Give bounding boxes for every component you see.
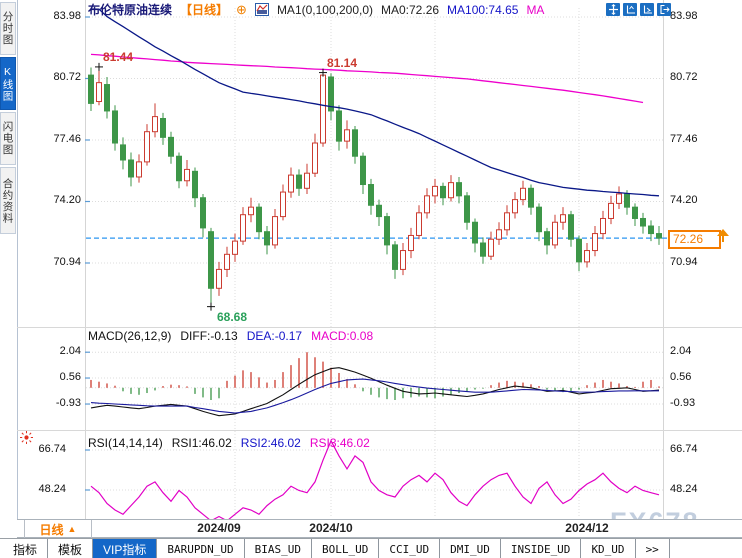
- period-arrow-icon: ▲: [67, 524, 77, 534]
- x-axis-date: 2024/10: [309, 521, 353, 535]
- left-sidebar: 分时图 K线图闪电图合约资料: [0, 0, 18, 540]
- x-axis-date: 2024/09: [197, 521, 241, 535]
- rsi-header: RSI(14,14,14) RSI1:46.02 RSI2:46.02 RSI3…: [88, 436, 370, 450]
- y-tick-right: 2.04: [670, 345, 692, 358]
- add-overlay-icon[interactable]: ⊕: [236, 2, 247, 17]
- ma0-value: MA0:72.26: [381, 2, 440, 17]
- tab-[interactable]: >>: [636, 539, 670, 558]
- price-annotation: 81.44: [103, 49, 134, 64]
- axis-zoom-out-icon[interactable]: [640, 3, 654, 16]
- rsi3-value: RSI3:46.02: [309, 436, 370, 450]
- price-annotation: 68.68: [217, 309, 248, 324]
- macd-rsi-divider[interactable]: [17, 430, 742, 431]
- sidebar-item-3[interactable]: 合约资料: [0, 167, 16, 234]
- symbol-name: 布伦特原油连续: [88, 3, 173, 17]
- macd-diff-value: DIFF:-0.13: [180, 329, 238, 343]
- y-tick-right: 66.74: [670, 443, 698, 455]
- rsi-title[interactable]: RSI(14,14,14): [88, 436, 163, 450]
- last-price-tag: 72.26: [668, 230, 721, 249]
- period-selector[interactable]: 日线 ▲: [24, 520, 92, 538]
- macd-macd-value: MACD:0.08: [311, 329, 374, 343]
- date-axis-row: 日线 ▲: [17, 519, 742, 538]
- tab-cci_ud[interactable]: CCI_UD: [379, 539, 441, 558]
- price-annotation: 81.14: [327, 55, 358, 70]
- y-tick-right: 0.56: [670, 371, 692, 384]
- y-tick-right: 80.72: [670, 71, 698, 84]
- tab-dmi_ud[interactable]: DMI_UD: [440, 539, 501, 558]
- alert-sun-icon[interactable]: [19, 430, 34, 450]
- sidebar-item-1[interactable]: K线图: [0, 57, 16, 110]
- tab-[interactable]: 模板: [48, 539, 94, 558]
- macd-title[interactable]: MACD(26,12,9): [88, 329, 172, 343]
- rsi1-value: RSI1:46.02: [171, 436, 232, 450]
- rsi2-value: RSI2:46.02: [240, 436, 301, 450]
- indicator-tabbar: 指标 模板 VIP指标 BARUPDN_UD BIAS_UD BOLL_UD CCI_UD D…: [0, 538, 742, 558]
- sidebar-item-2[interactable]: 闪电图: [0, 112, 16, 165]
- y-tick-left: 74.20: [53, 194, 81, 207]
- ma200-value: MA: [526, 2, 545, 17]
- plot-right-border: [663, 0, 664, 519]
- y-tick-left: 48.24: [38, 482, 66, 495]
- y-tick-left: 77.46: [53, 132, 81, 145]
- macd-dea-value: DEA:-0.17: [246, 329, 303, 343]
- axis-zoom-in-icon[interactable]: [623, 3, 637, 16]
- y-tick-left: 83.98: [53, 10, 81, 22]
- tab-inside_ud[interactable]: INSIDE_UD: [501, 539, 582, 558]
- tab-kd_ud[interactable]: KD_UD: [581, 539, 636, 558]
- plot-left-border: [85, 0, 86, 519]
- macd-header: MACD(26,12,9) DIFF:-0.13 DEA:-0.17 MACD:…: [88, 329, 373, 343]
- tab-vip[interactable]: VIP指标: [93, 539, 158, 558]
- ma-settings-label: MA1(0,100,200,0): [276, 2, 373, 17]
- tab-bias_ud[interactable]: BIAS_UD: [245, 539, 312, 558]
- mini-chart-icon[interactable]: [254, 3, 269, 16]
- y-tick-right: 48.24: [670, 482, 698, 495]
- chart-toolbar: [606, 3, 671, 16]
- tab-[interactable]: 指标: [3, 539, 49, 558]
- y-tick-left: 70.94: [53, 255, 81, 268]
- price-arrow-icon[interactable]: [714, 226, 732, 249]
- y-tick-left: -0.93: [55, 397, 81, 410]
- period-tag: 【日线】: [180, 3, 229, 17]
- y-tick-right: 83.98: [670, 10, 698, 22]
- crosshair-icon[interactable]: [606, 3, 620, 16]
- y-tick-left: 66.74: [38, 443, 66, 455]
- y-tick-right: -0.93: [670, 397, 696, 410]
- y-tick-left: 2.04: [59, 345, 81, 358]
- sidebar-item-0[interactable]: 分时图: [0, 2, 16, 55]
- chart-header: 布伦特原油连续 【日线】 ⊕ MA1(0,100,200,0) MA0:72.2…: [88, 1, 544, 18]
- y-tick-right: 70.94: [670, 255, 698, 268]
- tab-boll_ud[interactable]: BOLL_UD: [312, 539, 380, 558]
- y-tick-right: 77.46: [670, 132, 698, 145]
- pan-exit-icon[interactable]: [657, 3, 671, 16]
- main-macd-divider[interactable]: [17, 327, 742, 328]
- y-tick-left: 0.56: [59, 371, 81, 384]
- ma100-value: MA100:74.65: [447, 2, 519, 17]
- y-tick-left: 80.72: [53, 71, 81, 84]
- x-axis-date: 2024/12: [565, 521, 609, 535]
- y-tick-right: 74.20: [670, 194, 698, 207]
- tab-barupdn_ud[interactable]: BARUPDN_UD: [157, 539, 245, 558]
- period-label: 日线: [39, 522, 64, 537]
